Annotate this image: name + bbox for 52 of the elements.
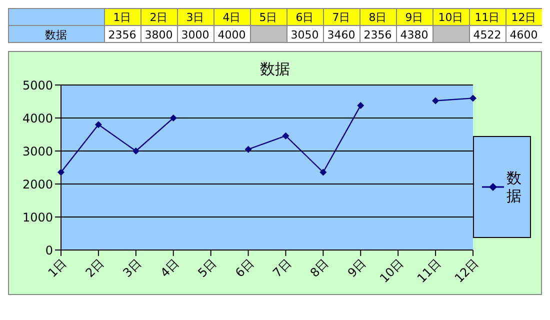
point [94, 121, 102, 128]
data-label: 3050 [290, 28, 319, 42]
data-label: 3800 [144, 28, 173, 42]
x-tick-label: 7日 [270, 256, 294, 280]
x-tick-label: 12日 [511, 11, 536, 24]
y-tick-label: 0 [45, 243, 53, 258]
x-tick-label: 8日 [368, 11, 387, 24]
x-tick-label: 6日 [232, 256, 256, 280]
point [132, 148, 140, 154]
y-tick-label: 3000 [22, 144, 53, 158]
point [432, 97, 440, 104]
x-tick-label: 1日 [45, 256, 70, 280]
y-tick-label: 1000 [22, 210, 53, 224]
x-tick-label: 9日 [405, 11, 424, 24]
point [170, 114, 177, 122]
data-label: 2356 [364, 28, 392, 42]
point [320, 168, 327, 176]
point [470, 94, 476, 102]
data-label: 3000 [181, 28, 210, 42]
data-label: 4380 [400, 28, 428, 42]
legend-label: 数据 [506, 168, 522, 204]
data-label: 4522 [473, 28, 502, 42]
x-tick-label: 11日 [414, 256, 444, 286]
data-label: 4600 [510, 28, 538, 42]
x-tick-label: 1日 [113, 11, 132, 24]
x-tick-label: 8日 [308, 256, 332, 280]
x-tick-label: 3日 [186, 11, 204, 24]
point [357, 102, 364, 109]
x-tick-label: 12日 [452, 256, 482, 286]
x-tick-label: 11日 [474, 11, 500, 24]
x-tick-label: 10日 [377, 256, 406, 286]
x-tick-label: 4日 [222, 11, 241, 24]
point [58, 168, 64, 176]
x-tick-label: 5日 [259, 11, 278, 24]
x-tick-label: 4日 [158, 256, 182, 280]
data-label: 3460 [327, 28, 356, 42]
x-tick-label: 2日 [82, 256, 107, 280]
data-label: 2356 [108, 28, 136, 42]
chart-title: 数据 [259, 59, 291, 79]
x-tick-label: 5日 [195, 256, 219, 280]
point [244, 146, 252, 153]
x-tick-label: 6日 [296, 11, 314, 24]
point [282, 132, 290, 140]
x-tick-label: 7日 [332, 11, 350, 24]
data-label: 4000 [218, 28, 246, 42]
x-tick-label: 2日 [150, 11, 168, 24]
x-tick-label: 3日 [120, 256, 144, 280]
x-tick-label: 10日 [438, 11, 464, 24]
y-tick-label: 5000 [22, 78, 53, 92]
y-tick-label: 4000 [22, 111, 53, 126]
x-tick-label: 9日 [344, 256, 369, 280]
y-tick-label: 2000 [22, 177, 53, 192]
